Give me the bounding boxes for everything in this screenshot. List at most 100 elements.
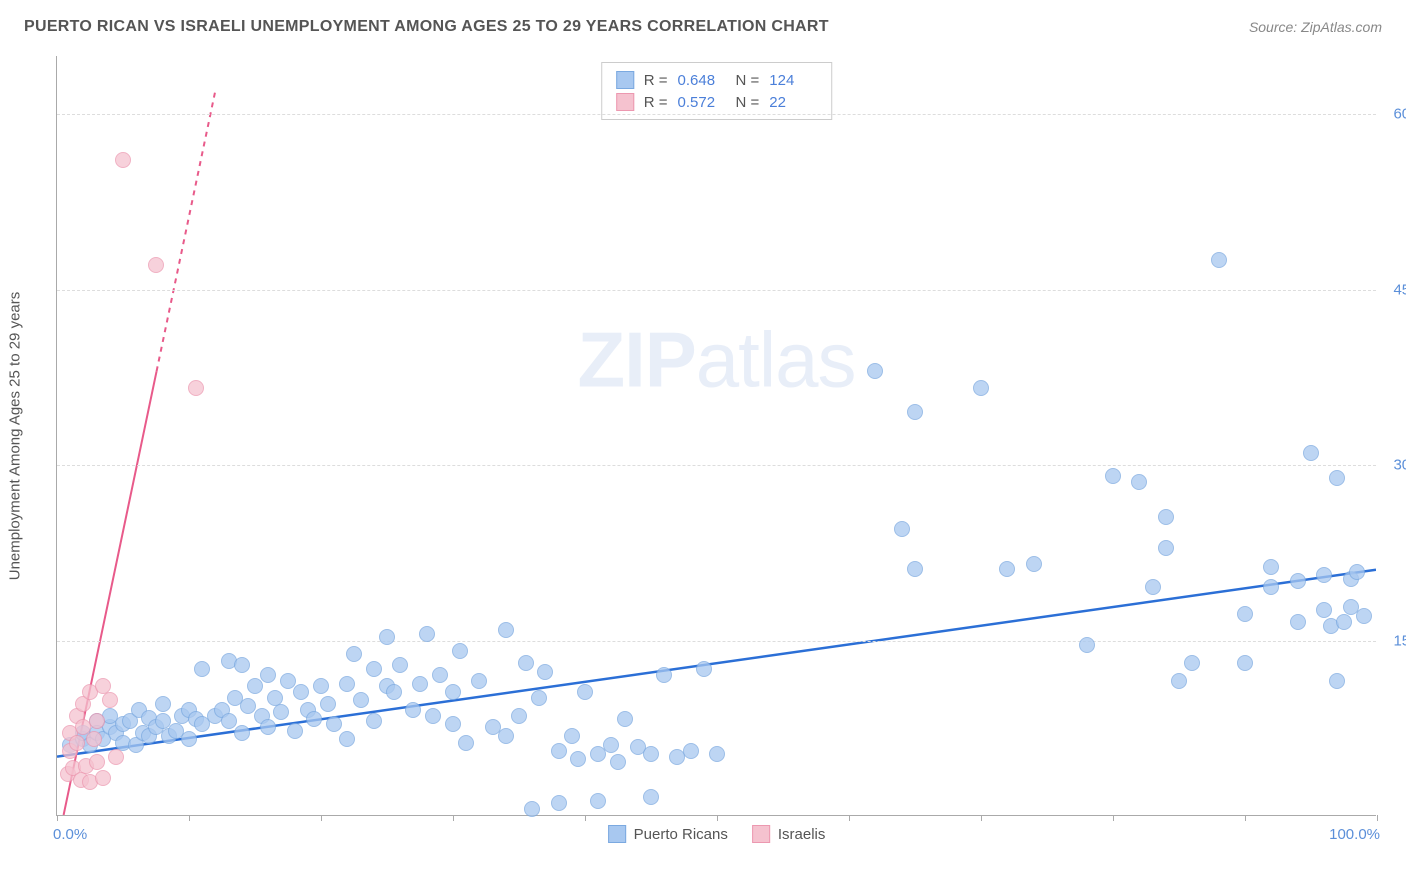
data-point <box>89 713 105 729</box>
legend-item: Israelis <box>752 825 826 843</box>
data-point <box>234 657 250 673</box>
watermark-bold: ZIP <box>577 315 695 403</box>
data-point <box>293 684 309 700</box>
legend-swatch-icon <box>608 825 626 843</box>
data-point <box>471 673 487 689</box>
chart-title: PUERTO RICAN VS ISRAELI UNEMPLOYMENT AMO… <box>24 18 829 36</box>
data-point <box>610 754 626 770</box>
data-point <box>551 743 567 759</box>
data-point <box>386 684 402 700</box>
data-point <box>1329 470 1345 486</box>
legend-swatch-icon <box>616 93 634 111</box>
stats-legend: R = 0.648 N = 124 R = 0.572 N = 22 <box>601 62 833 120</box>
x-tick <box>1377 815 1378 821</box>
stats-row: R = 0.572 N = 22 <box>616 91 818 113</box>
data-point <box>115 152 131 168</box>
data-point <box>1290 614 1306 630</box>
data-point <box>89 754 105 770</box>
data-point <box>999 561 1015 577</box>
data-point <box>188 380 204 396</box>
data-point <box>1329 673 1345 689</box>
data-point <box>194 661 210 677</box>
y-tick-label: 45.0% <box>1393 281 1406 298</box>
data-point <box>287 723 303 739</box>
stats-row: R = 0.648 N = 124 <box>616 69 818 91</box>
data-point <box>1349 564 1365 580</box>
n-label: N = <box>736 72 760 89</box>
data-point <box>643 789 659 805</box>
data-point <box>1356 608 1372 624</box>
series-legend: Puerto Ricans Israelis <box>608 825 826 843</box>
n-value: 22 <box>769 94 817 111</box>
source-attribution: Source: ZipAtlas.com <box>1249 19 1382 35</box>
x-tick <box>57 815 58 821</box>
data-point <box>498 622 514 638</box>
x-tick <box>189 815 190 821</box>
data-point <box>234 725 250 741</box>
data-point <box>181 731 197 747</box>
data-point <box>260 667 276 683</box>
data-point <box>69 735 85 751</box>
data-point <box>894 521 910 537</box>
x-tick <box>585 815 586 821</box>
data-point <box>95 770 111 786</box>
data-point <box>867 363 883 379</box>
data-point <box>306 711 322 727</box>
data-point <box>1237 655 1253 671</box>
x-tick <box>1113 815 1114 821</box>
data-point <box>445 716 461 732</box>
data-point <box>973 380 989 396</box>
data-point <box>617 711 633 727</box>
data-point <box>524 801 540 817</box>
data-point <box>1079 637 1095 653</box>
data-point <box>1290 573 1306 589</box>
data-point <box>1184 655 1200 671</box>
data-point <box>148 257 164 273</box>
x-tick <box>849 815 850 821</box>
x-tick <box>453 815 454 821</box>
data-point <box>405 702 421 718</box>
data-point <box>458 735 474 751</box>
data-point <box>683 743 699 759</box>
data-point <box>1171 673 1187 689</box>
gridline <box>57 641 1376 642</box>
n-label: N = <box>736 94 760 111</box>
r-label: R = <box>644 72 668 89</box>
data-point <box>511 708 527 724</box>
data-point <box>313 678 329 694</box>
r-label: R = <box>644 94 668 111</box>
x-tick <box>1245 815 1246 821</box>
data-point <box>221 713 237 729</box>
data-point <box>108 749 124 765</box>
data-point <box>260 719 276 735</box>
watermark-light: atlas <box>696 315 856 403</box>
gridline <box>57 290 1376 291</box>
data-point <box>320 696 336 712</box>
data-point <box>518 655 534 671</box>
data-point <box>1105 468 1121 484</box>
data-point <box>1316 567 1332 583</box>
r-value: 0.572 <box>678 94 726 111</box>
x-tick <box>321 815 322 821</box>
legend-swatch-icon <box>752 825 770 843</box>
data-point <box>425 708 441 724</box>
x-axis-min-label: 0.0% <box>53 826 87 843</box>
data-point <box>696 661 712 677</box>
watermark: ZIPatlas <box>577 314 855 405</box>
header: PUERTO RICAN VS ISRAELI UNEMPLOYMENT AMO… <box>0 0 1406 44</box>
r-value: 0.648 <box>678 72 726 89</box>
data-point <box>1263 579 1279 595</box>
x-axis-max-label: 100.0% <box>1329 826 1380 843</box>
data-point <box>907 561 923 577</box>
data-point <box>1237 606 1253 622</box>
data-point <box>86 731 102 747</box>
data-point <box>1303 445 1319 461</box>
y-tick-label: 15.0% <box>1393 632 1406 649</box>
data-point <box>603 737 619 753</box>
data-point <box>1263 559 1279 575</box>
data-point <box>570 751 586 767</box>
x-tick <box>717 815 718 821</box>
data-point <box>643 746 659 762</box>
data-point <box>280 673 296 689</box>
data-point <box>326 716 342 732</box>
